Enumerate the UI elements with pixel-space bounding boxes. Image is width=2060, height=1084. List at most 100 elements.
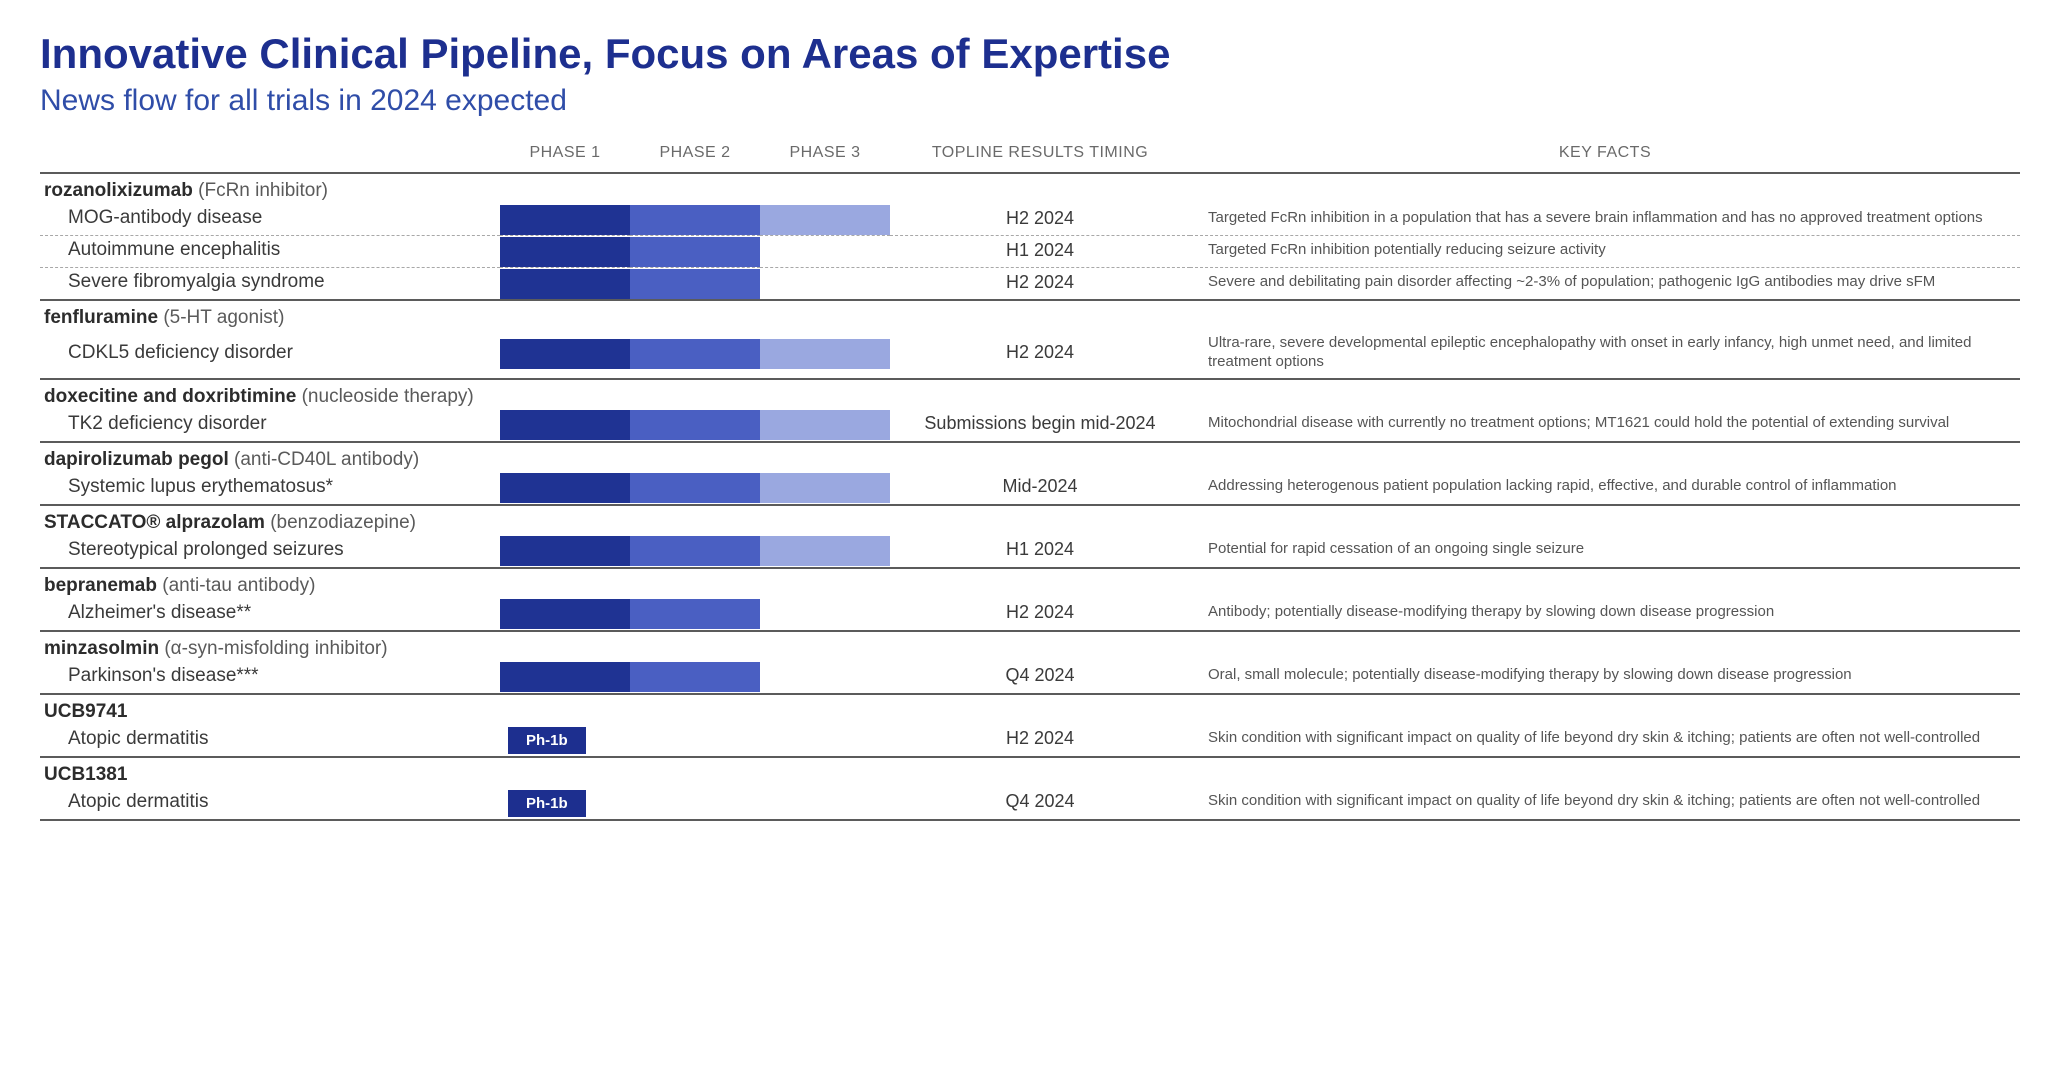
drug-name: fenfluramine — [44, 307, 158, 328]
phase3-cell — [760, 725, 890, 757]
phase2-cell — [630, 331, 760, 379]
drug-moa: (α-syn-misfolding inhibitor) — [164, 638, 387, 659]
timing-cell: H2 2024 — [890, 204, 1190, 236]
phase1-bar — [500, 662, 630, 692]
phase1-bar — [500, 269, 630, 299]
phase2-bar — [630, 269, 760, 299]
phase1-bar — [500, 599, 630, 629]
timing-cell: H1 2024 — [890, 236, 1190, 268]
timing-cell: Q4 2024 — [890, 788, 1190, 820]
phase1-cell: Ph-1b — [500, 788, 630, 820]
indication-name: Systemic lupus erythematosus* — [40, 473, 500, 505]
phase2-bar — [630, 339, 760, 369]
phase3-bar — [760, 410, 890, 440]
drug-name: minzasolmin — [44, 638, 159, 659]
timing-cell: Mid-2024 — [890, 473, 1190, 505]
col-header-phase3: PHASE 3 — [760, 138, 890, 173]
facts-cell: Mitochondrial disease with currently no … — [1190, 410, 2020, 442]
timing-cell: H2 2024 — [890, 599, 1190, 631]
drug-name: dapirolizumab pegol — [44, 449, 229, 470]
col-header-phase2: PHASE 2 — [630, 138, 760, 173]
phase3-cell — [760, 268, 890, 300]
drug-moa: (anti-tau antibody) — [162, 575, 315, 596]
timing-cell: H2 2024 — [890, 268, 1190, 300]
indication-row: Systemic lupus erythematosus* Mid-2024Add… — [40, 473, 2020, 505]
phase2-cell — [630, 204, 760, 236]
col-header-timing: TOPLINE RESULTS TIMING — [890, 138, 1190, 173]
phase2-cell — [630, 410, 760, 442]
phase1-cell — [500, 536, 630, 568]
drug-name: rozanolixizumab — [44, 180, 193, 201]
indication-row: CDKL5 deficiency disorderH2 2024Ultra-ra… — [40, 331, 2020, 379]
phase1-cell — [500, 204, 630, 236]
phase1-cell — [500, 236, 630, 268]
phase1-cell — [500, 331, 630, 379]
page-subtitle: News flow for all trials in 2024 expecte… — [40, 84, 2020, 118]
indication-name: Alzheimer's disease** — [40, 599, 500, 631]
indication-row: Atopic dermatitis Ph-1b Q4 2024Skin condit… — [40, 788, 2020, 820]
phase3-bar — [760, 205, 890, 235]
phase2-cell — [630, 662, 760, 694]
drug-row: fenfluramine (5-HT agonist) — [40, 301, 2020, 331]
timing-cell: H2 2024 — [890, 725, 1190, 757]
indication-row: Parkinson's disease***Q4 2024Oral, small… — [40, 662, 2020, 694]
facts-cell: Targeted FcRn inhibition in a population… — [1190, 204, 2020, 236]
phase3-bar — [760, 339, 890, 369]
timing-cell: Q4 2024 — [890, 662, 1190, 694]
indication-name: CDKL5 deficiency disorder — [40, 331, 500, 379]
timing-cell: H1 2024 — [890, 536, 1190, 568]
facts-cell: Targeted FcRn inhibition potentially red… — [1190, 236, 2020, 268]
col-header-phase1: PHASE 1 — [500, 138, 630, 173]
phase2-bar — [630, 237, 760, 267]
phase1-bar — [500, 339, 630, 369]
drug-row: doxecitine and doxribtimine (nucleoside … — [40, 380, 2020, 410]
phase1-cell — [500, 410, 630, 442]
phase-badge: Ph-1b — [508, 790, 586, 817]
drug-name: bepranemab — [44, 575, 157, 596]
phase1-bar — [500, 205, 630, 235]
indication-row: Severe fibromyalgia syndrome H2 2024Sever… — [40, 268, 2020, 300]
drug-name: STACCATO® alprazolam — [44, 512, 265, 533]
phase2-bar — [630, 599, 760, 629]
indication-name: Atopic dermatitis — [40, 725, 500, 757]
phase1-cell: Ph-1b — [500, 725, 630, 757]
phase3-cell — [760, 473, 890, 505]
phase2-bar — [630, 205, 760, 235]
facts-cell: Skin condition with significant impact o… — [1190, 788, 2020, 820]
phase2-cell — [630, 536, 760, 568]
indication-name: Atopic dermatitis — [40, 788, 500, 820]
phase1-bar — [500, 237, 630, 267]
indication-name: Severe fibromyalgia syndrome — [40, 268, 500, 300]
phase2-bar — [630, 536, 760, 566]
phase3-cell — [760, 536, 890, 568]
phase3-cell — [760, 204, 890, 236]
indication-row: Stereotypical prolonged seizuresH1 2024P… — [40, 536, 2020, 568]
drug-row: dapirolizumab pegol (anti-CD40L antibody… — [40, 443, 2020, 473]
facts-cell: Severe and debilitating pain disorder af… — [1190, 268, 2020, 300]
indication-row: TK2 deficiency disorderSubmissions begin… — [40, 410, 2020, 442]
drug-moa: (benzodiazepine) — [270, 512, 416, 533]
phase2-bar — [630, 473, 760, 503]
phase3-bar — [760, 536, 890, 566]
indication-name: Parkinson's disease*** — [40, 662, 500, 694]
drug-row: rozanolixizumab (FcRn inhibitor) — [40, 174, 2020, 204]
phase1-bar — [500, 410, 630, 440]
indication-name: Autoimmune encephalitis — [40, 236, 500, 268]
phase-badge: Ph-1b — [508, 727, 586, 754]
phase2-cell — [630, 473, 760, 505]
phase1-cell — [500, 599, 630, 631]
drug-row: bepranemab (anti-tau antibody) — [40, 569, 2020, 599]
phase3-cell — [760, 236, 890, 268]
drug-name: UCB9741 — [44, 701, 127, 722]
phase2-cell — [630, 236, 760, 268]
phase3-cell — [760, 331, 890, 379]
phase3-cell — [760, 599, 890, 631]
indication-row: Autoimmune encephalitis H1 2024Targeted F… — [40, 236, 2020, 268]
phase2-bar — [630, 410, 760, 440]
indication-row: Atopic dermatitisPh-1bH2 2024Skin condit… — [40, 725, 2020, 757]
drug-row: UCB1381 — [40, 758, 2020, 788]
phase2-bar — [630, 662, 760, 692]
facts-cell: Addressing heterogenous patient populati… — [1190, 473, 2020, 505]
timing-cell: Submissions begin mid-2024 — [890, 410, 1190, 442]
phase1-cell — [500, 268, 630, 300]
